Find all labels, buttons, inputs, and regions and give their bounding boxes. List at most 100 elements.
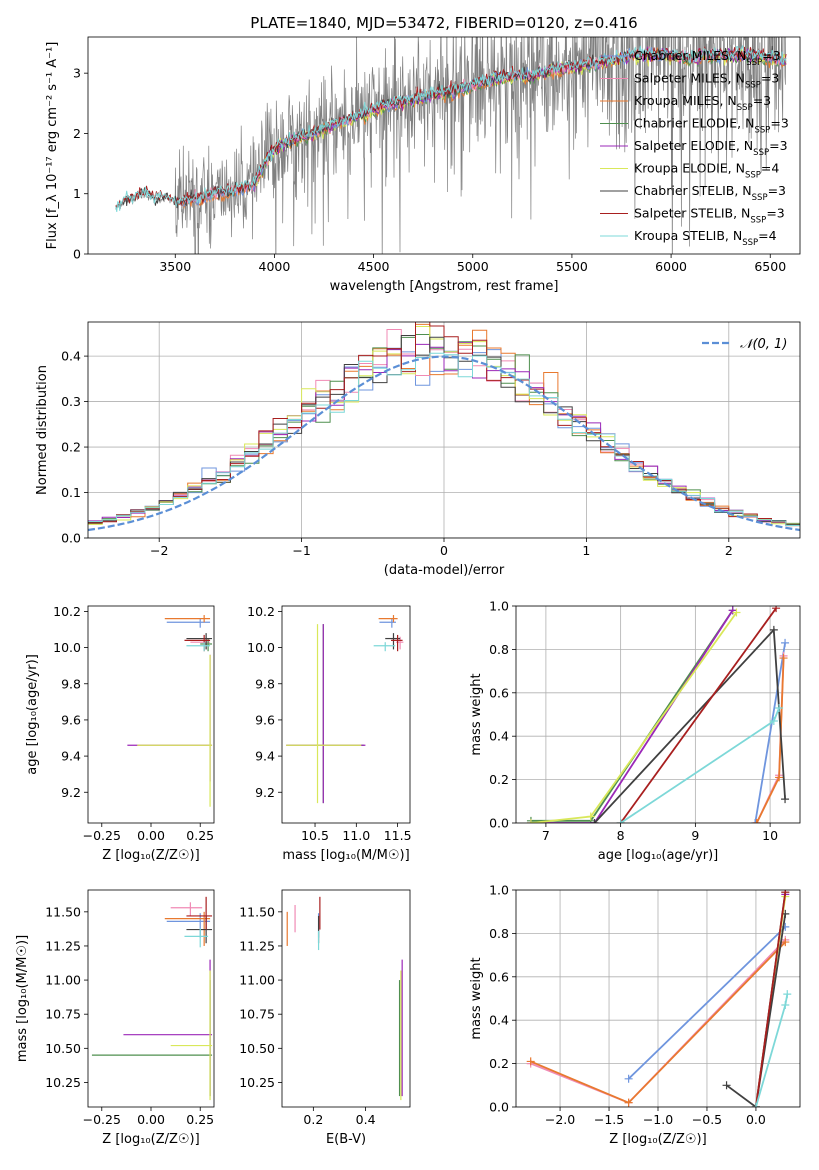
y-tick-label: 11.50 bbox=[45, 904, 81, 919]
y-tick-label: 9.4 bbox=[61, 749, 81, 764]
y-tick-label: 0.6 bbox=[489, 969, 509, 984]
weight-point-marker bbox=[781, 938, 790, 947]
y-tick-label: 0.6 bbox=[489, 685, 509, 700]
legend-label: 𝒩(0, 1) bbox=[740, 337, 787, 352]
weight-series-kroupa-stelib bbox=[751, 990, 792, 1107]
x-axis-label: mass [log₁₀(M/M☉)] bbox=[282, 848, 409, 863]
weight-point-marker bbox=[772, 606, 781, 613]
weight-line bbox=[530, 609, 734, 823]
mass-vs-Z-plot-area bbox=[91, 896, 213, 1101]
y-tick-label: 3 bbox=[73, 66, 81, 81]
errorbar-salpeter-miles bbox=[170, 902, 203, 916]
y-tick-label: 0.3 bbox=[61, 394, 81, 409]
x-tick-label: 0.00 bbox=[137, 828, 165, 843]
errorbar-salpeter-stelib bbox=[186, 896, 213, 930]
errorbar-salpeter-elodie bbox=[123, 959, 213, 1097]
weight-point-marker bbox=[616, 819, 625, 823]
weight-point-marker bbox=[624, 1098, 633, 1107]
weight-point-marker bbox=[783, 990, 792, 999]
weight-series-salpeter-stelib bbox=[616, 606, 781, 823]
y-tick-label: 0 bbox=[73, 247, 81, 262]
y-tick-label: 0.4 bbox=[489, 729, 509, 744]
y-tick-label: 1.0 bbox=[489, 883, 509, 898]
y-tick-label: 0.8 bbox=[489, 642, 509, 657]
y-tick-label: 1 bbox=[73, 186, 81, 201]
mass-vs-EBV-frame bbox=[281, 889, 411, 1108]
x-axis-label: Z [log₁₀(Z/Z☉)] bbox=[102, 1132, 199, 1147]
y-axis-label: Normed distribution bbox=[35, 365, 50, 495]
errorbar-chabrier-elodie bbox=[286, 624, 364, 804]
histogram-salpeter-stelib bbox=[88, 322, 800, 527]
x-axis-label: E(B-V) bbox=[326, 1132, 366, 1147]
y-tick-label: 10.2 bbox=[53, 604, 81, 619]
mass-vs-Z-frame bbox=[87, 889, 215, 1108]
y-axis-label: mass weight bbox=[469, 957, 484, 1039]
x-axis-label: age [log₁₀(age/yr)] bbox=[598, 848, 719, 863]
x-tick-label: −0.25 bbox=[83, 1112, 121, 1127]
errorbar-kroupa-elodie bbox=[137, 654, 213, 807]
weight-point-marker bbox=[722, 1081, 731, 1090]
x-tick-label: 0.2 bbox=[303, 1112, 323, 1127]
y-tick-label: 10.50 bbox=[239, 1041, 275, 1056]
weight-point-marker bbox=[732, 608, 741, 617]
weight-point-marker bbox=[769, 625, 778, 634]
x-axis-label: wavelength [Angstrom, rest frame] bbox=[330, 279, 559, 294]
y-tick-label: 10.25 bbox=[239, 1075, 275, 1090]
observed-spectrum-line bbox=[115, 37, 787, 254]
y-tick-label: 10.0 bbox=[53, 640, 81, 655]
errorbar-chabrier-stelib bbox=[186, 633, 213, 650]
weight-point-marker bbox=[781, 890, 790, 897]
y-tick-label: 0.0 bbox=[489, 816, 509, 831]
x-tick-label: 0 bbox=[440, 543, 448, 558]
weight-point-marker bbox=[781, 795, 790, 804]
weight-line bbox=[627, 926, 786, 1080]
y-tick-label: 11.00 bbox=[45, 973, 81, 988]
y-tick-label: 10.50 bbox=[45, 1041, 81, 1056]
x-tick-label: 4000 bbox=[259, 259, 291, 274]
x-tick-label: 3500 bbox=[159, 259, 191, 274]
legend-label: Salpeter STELIB, NSSP=3 bbox=[634, 206, 785, 226]
age-vs-mass-frame bbox=[281, 605, 411, 824]
y-tick-label: 0.8 bbox=[489, 926, 509, 941]
weight-point-marker bbox=[769, 717, 778, 726]
x-tick-label: 10.5 bbox=[301, 828, 329, 843]
errorbar-salpeter-elodie bbox=[127, 654, 213, 782]
x-tick-label: −0.5 bbox=[692, 1112, 722, 1127]
weight-point-marker bbox=[751, 1103, 760, 1107]
y-tick-label: 9.2 bbox=[255, 785, 275, 800]
x-tick-label: 11.0 bbox=[342, 828, 370, 843]
y-tick-label: 9.8 bbox=[255, 676, 275, 691]
x-axis-label: Z [log₁₀(Z/Z☉)] bbox=[609, 1132, 706, 1147]
x-tick-label: 10 bbox=[762, 828, 778, 843]
mass-vs-EBV-panel: 0.2 0.4 10.25 10.50 10.75 11.00 11.25 11.50 E(B-… bbox=[239, 889, 411, 1147]
weight-point-marker bbox=[781, 1001, 790, 1010]
mass-weight-vs-age-panel: 7 8 9 10 0.0 0.2 0.4 0.6 0.8 1.0 age [log₁₀(age/yr… bbox=[469, 599, 801, 863]
x-tick-label: −0.25 bbox=[83, 828, 121, 843]
legend-label: Salpeter ELODIE, NSSP=3 bbox=[634, 138, 788, 158]
age-vs-Z-panel: −0.25 0.00 0.25 9.2 9.4 9.6 9.8 10.0 10.2 Z [log₁… bbox=[25, 604, 215, 863]
legend-label: Chabrier STELIB, NSSP=3 bbox=[634, 183, 786, 203]
x-tick-label: 0.0 bbox=[746, 1112, 766, 1127]
errorbar-salpeter-elodie bbox=[286, 624, 366, 804]
mass-weight-vs-Z-plot-area bbox=[516, 890, 800, 1107]
x-tick-label: 0.00 bbox=[137, 1112, 165, 1127]
y-tick-label: 9.6 bbox=[255, 712, 275, 727]
y-tick-label: 11.00 bbox=[239, 973, 275, 988]
x-tick-label: 6000 bbox=[655, 259, 687, 274]
weight-point-marker bbox=[752, 819, 761, 823]
y-tick-label: 9.6 bbox=[61, 712, 81, 727]
weight-line bbox=[754, 642, 786, 823]
x-tick-label: 1 bbox=[582, 543, 590, 558]
weight-series-kroupa-miles bbox=[526, 938, 790, 1107]
y-tick-label: 9.4 bbox=[255, 749, 275, 764]
mass-weight-vs-age-frame bbox=[515, 605, 801, 824]
y-tick-label: 0.0 bbox=[61, 531, 81, 546]
errorbar-kroupa-miles bbox=[378, 615, 398, 623]
errorbar-kroupa-miles bbox=[164, 911, 211, 946]
weight-series-kroupa-elodie bbox=[526, 608, 741, 823]
model-spectrum-kroupa-stelib bbox=[115, 44, 787, 212]
errorbar-chabrier-stelib bbox=[186, 915, 213, 944]
y-tick-label: 10.0 bbox=[247, 640, 275, 655]
spectrum-frame bbox=[87, 36, 801, 255]
